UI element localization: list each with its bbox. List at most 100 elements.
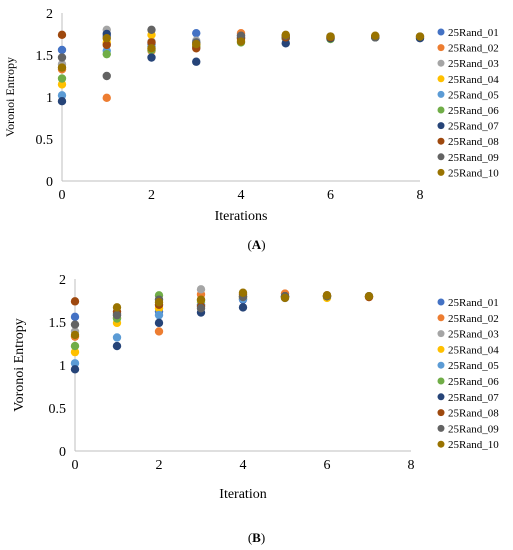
x-tick-label: 6 [324, 458, 331, 473]
y-tick-label: 2 [59, 273, 66, 288]
x-tick-label: 0 [72, 458, 79, 473]
series-25rand-01 [57, 28, 290, 55]
data-point [57, 30, 67, 40]
scatter-chart-a: 0 0.5 1 1.5 2 0 2 4 6 8 Iterations Voronoi Entropy 2… [3, 7, 499, 224]
data-point [112, 341, 122, 351]
data-point [112, 333, 122, 342]
data-point [154, 298, 164, 307]
legend-marker [437, 106, 445, 114]
legend-marker [437, 90, 445, 98]
legend-marker [437, 424, 445, 432]
series-25rand-10 [70, 288, 374, 340]
legend-marker [437, 298, 445, 306]
series-25rand-05 [70, 292, 290, 368]
data-point [70, 359, 80, 368]
x-tick-label: 6 [327, 188, 334, 203]
y-tick-label: 2 [46, 7, 53, 22]
data-point [236, 31, 246, 40]
legend-label: 25Rand_09 [448, 152, 499, 164]
data-point [57, 91, 67, 100]
panel-label-a: A [251, 237, 262, 252]
x-tick-label: 8 [408, 458, 415, 473]
scatter-chart-b: 0 0.5 1 1.5 2 0 2 4 6 8 Iteration Voronoi Entropy 25… [12, 273, 499, 502]
data-point [280, 293, 290, 303]
data-point [57, 53, 67, 62]
data-point [281, 39, 290, 48]
data-point [192, 28, 201, 38]
legend-marker [437, 361, 445, 369]
data-point [70, 330, 80, 340]
panel-label-b: B [252, 530, 261, 545]
data-point [236, 37, 246, 46]
data-point [415, 32, 425, 41]
x-tick-label: 0 [59, 188, 66, 203]
series-25rand-05 [57, 33, 290, 100]
legend-label: 25Rand_07 [448, 121, 499, 133]
x-tick-label: 4 [240, 458, 247, 473]
data-point [154, 327, 164, 336]
series-25rand-10 [57, 30, 425, 72]
legend-label: 25Rand_10 [448, 167, 499, 179]
data-point [281, 30, 290, 40]
data-point [147, 53, 156, 62]
y-tick-label: 1 [46, 91, 53, 106]
legend-marker [437, 137, 445, 145]
legend-marker [437, 75, 445, 83]
data-point [70, 341, 80, 351]
data-point [57, 45, 67, 55]
data-point [70, 312, 80, 322]
legend-marker [437, 122, 445, 130]
legend-label: 25Rand_08 [448, 408, 499, 420]
chart-panel-a: 0 0.5 1 1.5 2 0 2 4 6 8 Iterations Voronoi Entropy 2… [0, 0, 513, 230]
legend-marker [437, 59, 445, 67]
x-axis-label: Iterations [215, 209, 268, 224]
legend-marker [437, 153, 445, 161]
legend-marker [437, 377, 445, 385]
legend-label: 25Rand_10 [448, 439, 499, 451]
legend-marker [437, 345, 445, 353]
y-tick-label: 0.5 [36, 133, 54, 148]
data-point [196, 295, 206, 304]
data-point [154, 318, 164, 328]
data-point [102, 71, 111, 81]
legend: 25Rand_01 25Rand_02 25Rand_03 25Rand_04 25Ra… [437, 297, 499, 451]
y-tick-label: 0 [59, 445, 66, 460]
y-tick-label: 0.5 [49, 402, 67, 417]
legend-label: 25Rand_08 [448, 136, 499, 148]
legend: 25Rand_01 25Rand_02 25Rand_03 25Rand_04 25Ra… [437, 27, 499, 179]
data-point [364, 292, 374, 301]
data-point [102, 93, 111, 103]
legend-label: 25Rand_05 [448, 360, 499, 372]
data-point [70, 347, 80, 357]
data-point [238, 288, 248, 297]
data-point [192, 57, 201, 66]
data-point [326, 32, 335, 41]
data-point [147, 44, 156, 53]
legend-label: 25Rand_01 [448, 297, 499, 309]
data-point [238, 303, 248, 312]
data-point [154, 310, 164, 320]
legend-marker [437, 28, 445, 36]
x-tick-label: 2 [156, 458, 163, 473]
y-tick-label: 1.5 [36, 49, 54, 64]
data-point [371, 31, 380, 40]
legend-label: 25Rand_05 [448, 89, 499, 101]
data-point [147, 38, 156, 47]
data-point [57, 74, 67, 83]
y-tick-label: 1.5 [49, 316, 67, 331]
legend-label: 25Rand_04 [448, 74, 499, 86]
data-point [70, 320, 80, 329]
legend-label: 25Rand_06 [448, 105, 499, 117]
legend-label: 25Rand_01 [448, 27, 499, 39]
x-tick-label: 4 [238, 188, 245, 203]
data-point [102, 34, 111, 43]
series-25rand-01 [70, 293, 290, 322]
legend-label: 25Rand_02 [448, 313, 499, 325]
legend-label: 25Rand_03 [448, 329, 499, 341]
data-point [147, 25, 156, 34]
legend-marker [437, 314, 445, 322]
panel-caption-a: (A) [247, 237, 266, 252]
legend-marker [437, 409, 445, 417]
legend-label: 25Rand_04 [448, 344, 499, 356]
legend-marker [437, 44, 445, 52]
